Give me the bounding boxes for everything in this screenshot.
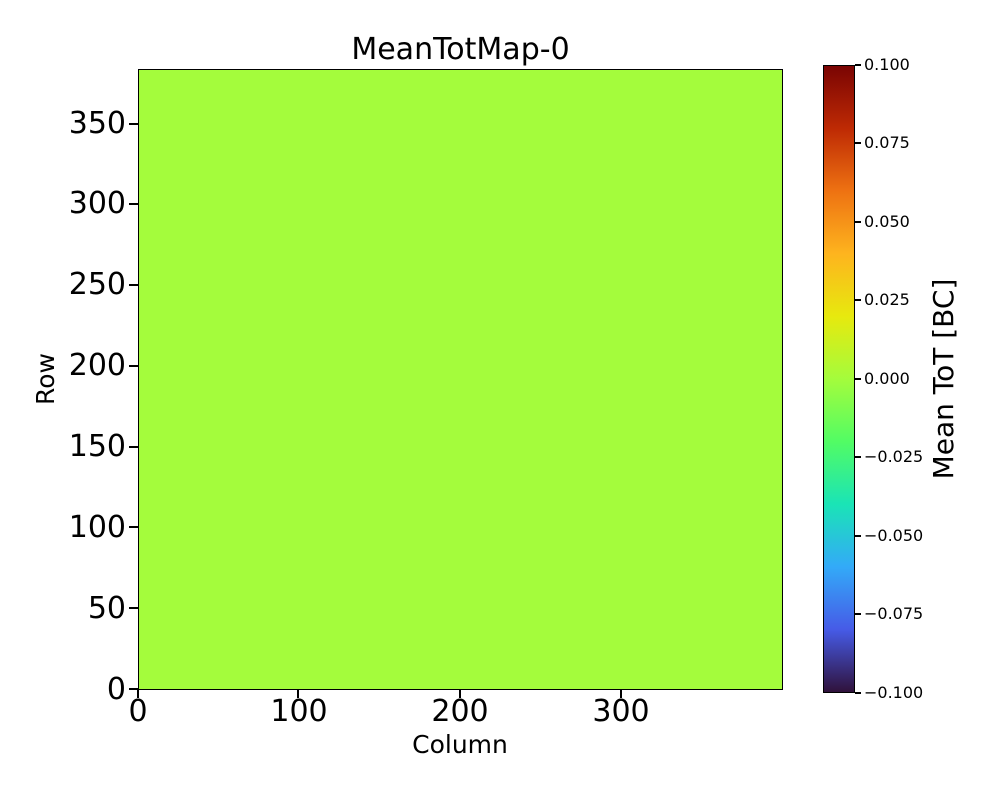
- colorbar-axis-label: Mean ToT [BC]: [927, 278, 960, 480]
- colorbar-tick-mark: [855, 613, 861, 615]
- x-tick-mark: [459, 690, 461, 698]
- colorbar: [823, 65, 855, 693]
- x-tick-label: 200: [431, 694, 489, 729]
- colorbar-tick-label: −0.100: [864, 683, 924, 702]
- y-tick-label: 150: [68, 429, 126, 464]
- x-tick-mark: [297, 690, 299, 698]
- y-tick-mark: [129, 123, 138, 125]
- colorbar-tick-label: 0.100: [864, 55, 910, 74]
- colorbar-tick-mark: [855, 142, 861, 144]
- colorbar-tick-mark: [855, 535, 861, 537]
- colorbar-tick-label: −0.025: [864, 447, 924, 466]
- x-tick-label: 300: [592, 694, 650, 729]
- colorbar-tick-mark: [855, 456, 861, 458]
- heatmap-plot-area: [138, 69, 783, 690]
- colorbar-tick-label: 0.050: [864, 212, 910, 231]
- y-tick-mark: [129, 284, 138, 286]
- y-tick-mark: [129, 688, 138, 690]
- y-tick-mark: [129, 203, 138, 205]
- y-tick-label: 0: [106, 672, 126, 707]
- colorbar-tick-mark: [855, 299, 861, 301]
- y-tick-mark: [129, 365, 138, 367]
- y-axis-label: Row: [31, 353, 60, 405]
- colorbar-tick-label: −0.075: [864, 604, 924, 623]
- colorbar-tick-label: 0.025: [864, 290, 910, 309]
- x-tick-mark: [620, 690, 622, 698]
- chart-title: MeanTotMap-0: [351, 32, 570, 67]
- y-tick-mark: [129, 607, 138, 609]
- y-tick-mark: [129, 526, 138, 528]
- y-tick-label: 100: [68, 510, 126, 545]
- y-tick-label: 350: [68, 106, 126, 141]
- colorbar-tick-mark: [855, 64, 861, 66]
- y-tick-label: 300: [68, 186, 126, 221]
- x-tick-label: 100: [270, 694, 328, 729]
- x-axis-label: Column: [412, 730, 508, 759]
- y-tick-mark: [129, 446, 138, 448]
- colorbar-tick-label: 0.075: [864, 133, 910, 152]
- colorbar-tick-mark: [855, 378, 861, 380]
- colorbar-tick-mark: [855, 221, 861, 223]
- colorbar-tick-label: 0.000: [864, 369, 910, 388]
- colorbar-tick-label: −0.050: [864, 526, 924, 545]
- x-tick-label: 0: [128, 694, 148, 729]
- x-tick-mark: [137, 690, 139, 698]
- y-tick-label: 250: [68, 267, 126, 302]
- y-tick-label: 200: [68, 348, 126, 383]
- y-tick-label: 50: [87, 591, 126, 626]
- colorbar-tick-mark: [855, 692, 861, 694]
